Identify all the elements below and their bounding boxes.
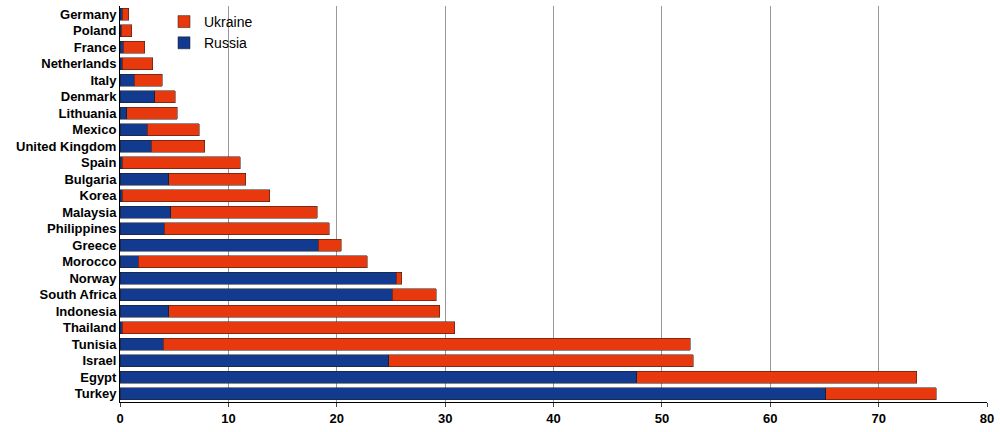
svg-text:Turkey: Turkey <box>75 386 117 401</box>
svg-text:0: 0 <box>116 411 123 426</box>
svg-text:United Kingdom: United Kingdom <box>16 139 116 154</box>
svg-text:Poland: Poland <box>73 23 116 38</box>
svg-text:40: 40 <box>546 411 560 426</box>
svg-text:Germany: Germany <box>60 7 117 22</box>
svg-text:10: 10 <box>221 411 235 426</box>
svg-text:Indonesia: Indonesia <box>56 304 117 319</box>
svg-text:Korea: Korea <box>80 188 118 203</box>
svg-text:Spain: Spain <box>81 155 116 170</box>
svg-text:50: 50 <box>655 411 669 426</box>
svg-text:Denmark: Denmark <box>61 89 117 104</box>
svg-text:Netherlands: Netherlands <box>41 56 116 71</box>
svg-text:Morocco: Morocco <box>62 254 116 269</box>
svg-text:Egypt: Egypt <box>80 370 117 385</box>
svg-text:Israel: Israel <box>82 353 116 368</box>
svg-text:Russia: Russia <box>204 35 247 51</box>
svg-text:France: France <box>74 40 117 55</box>
svg-text:Thailand: Thailand <box>63 320 117 335</box>
svg-text:Tunisia: Tunisia <box>72 337 117 352</box>
svg-text:Philippines: Philippines <box>47 221 116 236</box>
svg-text:20: 20 <box>330 411 344 426</box>
svg-text:Ukraine: Ukraine <box>204 14 252 30</box>
svg-text:Italy: Italy <box>90 73 117 88</box>
svg-text:30: 30 <box>438 411 452 426</box>
svg-text:80: 80 <box>980 411 994 426</box>
svg-text:Malaysia: Malaysia <box>62 205 117 220</box>
svg-text:Norway: Norway <box>69 271 117 286</box>
svg-text:60: 60 <box>763 411 777 426</box>
svg-text:Mexico: Mexico <box>72 122 116 137</box>
svg-text:70: 70 <box>871 411 885 426</box>
svg-text:Greece: Greece <box>72 238 116 253</box>
svg-text:South Africa: South Africa <box>40 287 118 302</box>
svg-text:Bulgaria: Bulgaria <box>64 172 117 187</box>
svg-text:Lithuania: Lithuania <box>59 106 118 121</box>
